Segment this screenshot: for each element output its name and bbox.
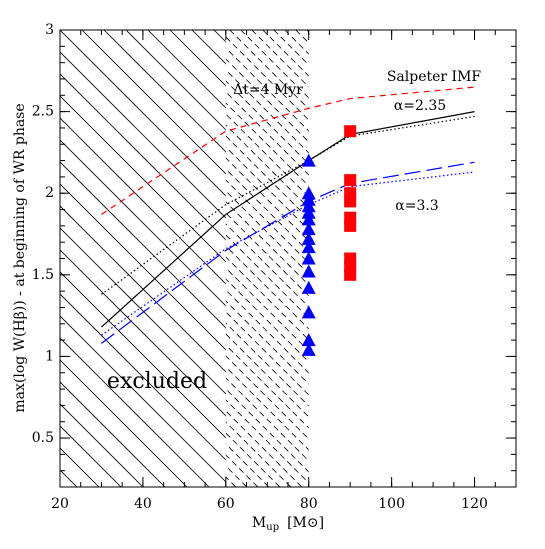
square-marker	[344, 268, 357, 281]
annotation: α=3.3	[395, 198, 438, 214]
hatch-line	[0, 30, 5, 487]
annotation: Salpeter IMF	[387, 69, 482, 85]
y-tick-label: 1	[45, 348, 54, 364]
hatch-line	[225, 234, 309, 319]
x-label-sub: up	[266, 522, 279, 533]
triangle-marker	[301, 205, 316, 219]
hatch-line	[225, 465, 248, 487]
hatch-line	[522, 30, 545, 487]
hatch-line	[225, 212, 309, 297]
y-tick-label: 3	[45, 22, 54, 38]
triangle-marker	[301, 212, 316, 226]
triangle-marker	[301, 186, 316, 200]
hatch-line	[225, 223, 309, 308]
annotation: excluded	[107, 369, 207, 394]
x-tick-label: 120	[461, 496, 488, 512]
square-marker	[344, 174, 357, 187]
hatch-line	[225, 256, 309, 341]
square-marker	[344, 219, 357, 232]
hatch-mask	[225, 30, 516, 487]
x-axis-label: Mup [M⊙]	[252, 515, 324, 533]
hatch-line	[60, 315, 232, 487]
hatch-line	[0, 30, 11, 487]
triangle-marker	[301, 333, 316, 347]
hatch-line	[60, 249, 298, 487]
triangle-marker	[301, 192, 316, 206]
hatch-line	[225, 179, 309, 264]
y-tick-label: 1.5	[32, 267, 54, 283]
triangle-marker	[301, 240, 316, 254]
x-label-main: M	[252, 515, 266, 531]
x-label-unit: [M⊙]	[287, 515, 324, 531]
hatch-line	[60, 337, 210, 487]
y-tick-label: 2.5	[32, 104, 54, 120]
hatch-line	[60, 403, 144, 487]
hatch-line	[225, 245, 309, 330]
hatch-line	[60, 271, 276, 487]
triangle-marker	[301, 251, 316, 265]
hatch-line	[0, 30, 60, 487]
hatch-line	[225, 201, 309, 286]
triangle-marker	[301, 222, 316, 236]
excluded-hatching	[0, 30, 545, 487]
y-tick-label: 2	[45, 185, 54, 201]
annotation: α=2.35	[394, 98, 446, 114]
x-tick-label: 20	[51, 496, 69, 512]
hatch-line	[60, 293, 254, 487]
x-tick-label: 60	[217, 496, 235, 512]
hatch-line	[225, 190, 309, 275]
dashed-hatch	[0, 30, 309, 487]
hatch-line	[60, 381, 166, 487]
y-tick-label: 0.5	[32, 430, 54, 446]
triangle-marker	[301, 199, 316, 213]
triangle-marker	[301, 342, 316, 356]
y-axis-label: max(log W(Hβ)) - at beginning of WR phas…	[12, 103, 28, 412]
square-marker	[344, 195, 357, 208]
square-marker	[344, 125, 357, 138]
annotation: Δt=4 Myr	[233, 82, 303, 98]
x-tick-label: 100	[378, 496, 405, 512]
series-line	[101, 86, 475, 215]
hatch-line	[60, 359, 188, 487]
x-tick-label: 40	[134, 496, 152, 512]
triangle-marker	[301, 153, 316, 167]
triangle-marker	[301, 231, 316, 245]
series-line	[101, 115, 475, 295]
triangle-marker	[301, 305, 316, 319]
triangle-marker	[301, 280, 316, 294]
x-tick-label: 80	[300, 496, 318, 512]
triangle-marker	[301, 264, 316, 278]
